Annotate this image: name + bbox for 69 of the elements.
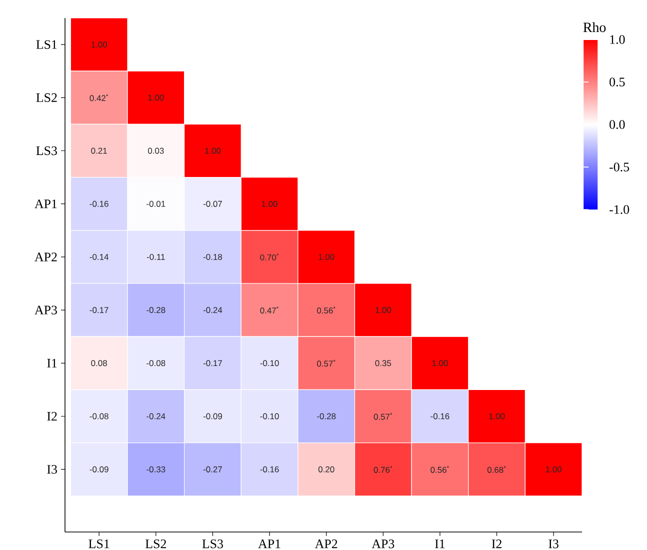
- color-bar-label: 0.0: [610, 120, 625, 129]
- data-label: 0.56$^{*}$: [317, 306, 336, 314]
- data-label: 0.47$^{*}$: [260, 306, 279, 314]
- data-label: 0.57$^{*}$: [374, 412, 392, 420]
- x-tick-label: LS2: [145, 540, 166, 548]
- data-label: 0.68$^{*}$: [487, 466, 506, 473]
- color-bar-label: 0.5: [610, 78, 625, 86]
- y-tick-label: LS1: [36, 40, 57, 49]
- data-label: -0.01: [146, 200, 166, 207]
- data-label: -0.17: [90, 307, 108, 314]
- y-tick-label: I3: [47, 464, 57, 474]
- data-label: -0.18: [203, 254, 222, 260]
- data-label: 0.70$^{*}$: [260, 253, 279, 260]
- data-label: 1.00: [318, 254, 334, 260]
- color-bar-title: Rho: [583, 22, 606, 32]
- x-tick-label: I1: [435, 540, 445, 548]
- color-bar-label: 1.0: [610, 35, 625, 44]
- y-tick-label: AP2: [34, 252, 57, 262]
- data-label: 0.35: [375, 360, 392, 366]
- y-tick-label: AP1: [34, 200, 57, 208]
- x-tick-label: AP1: [258, 540, 280, 548]
- data-label: -0.09: [203, 413, 222, 420]
- data-label: 1.00: [546, 466, 562, 472]
- x-tick-label: I3: [548, 540, 558, 548]
- data-label: -0.10: [260, 413, 279, 420]
- data-label: -0.24: [203, 307, 222, 314]
- data-label: -0.07: [203, 200, 222, 207]
- y-tick-label: LS2: [36, 93, 57, 102]
- data-label: -0.33: [146, 466, 166, 472]
- y-tick-label: I1: [47, 358, 57, 368]
- data-label: -0.11: [146, 254, 165, 260]
- y-tick-label: LS3: [36, 146, 57, 156]
- data-label: 0.56$^{*}$: [430, 466, 450, 473]
- data-label: 1.00: [148, 94, 164, 101]
- data-label: -0.17: [203, 360, 222, 366]
- y-tick-label: AP3: [34, 306, 57, 314]
- data-label: -0.09: [90, 466, 108, 472]
- data-label: -0.16: [430, 413, 450, 420]
- color-bar-label: -1.0: [610, 205, 630, 214]
- data-label: -0.28: [317, 413, 336, 420]
- data-label: -0.28: [146, 307, 166, 314]
- data-label: -0.24: [146, 413, 166, 420]
- data-label: 1.00: [205, 148, 221, 154]
- data-label: -0.10: [260, 360, 279, 366]
- data-label: 0.57$^{*}$: [317, 360, 336, 367]
- color-bar-label: -0.5: [610, 162, 630, 172]
- data-label: 0.20: [318, 466, 334, 472]
- data-label: 1.00: [376, 307, 392, 314]
- x-tick-label: I2: [492, 540, 502, 548]
- data-label: 1.00: [489, 413, 505, 420]
- data-label: 1.00: [262, 200, 278, 207]
- data-label: 0.03: [148, 148, 164, 154]
- data-label: 0.76$^{*}$: [374, 466, 392, 473]
- data-label: 1.00: [432, 360, 448, 366]
- x-tick-label: LS3: [202, 540, 223, 548]
- data-label: -0.16: [90, 200, 108, 207]
- data-label: 1.00: [91, 42, 107, 48]
- data-label: 0.42$^{*}$: [90, 94, 108, 102]
- x-tick-label: AP3: [372, 540, 394, 548]
- data-label: -0.27: [203, 466, 222, 472]
- data-label: 0.08: [91, 360, 107, 366]
- x-tick-label: LS1: [88, 540, 110, 548]
- data-label: -0.08: [90, 413, 108, 420]
- x-tick-label: AP2: [314, 540, 338, 548]
- data-label: 0.21: [91, 148, 107, 154]
- data-label: -0.14: [90, 254, 108, 260]
- data-label: -0.08: [146, 360, 166, 366]
- data-label: -0.16: [260, 466, 279, 472]
- y-tick-label: I2: [47, 412, 57, 421]
